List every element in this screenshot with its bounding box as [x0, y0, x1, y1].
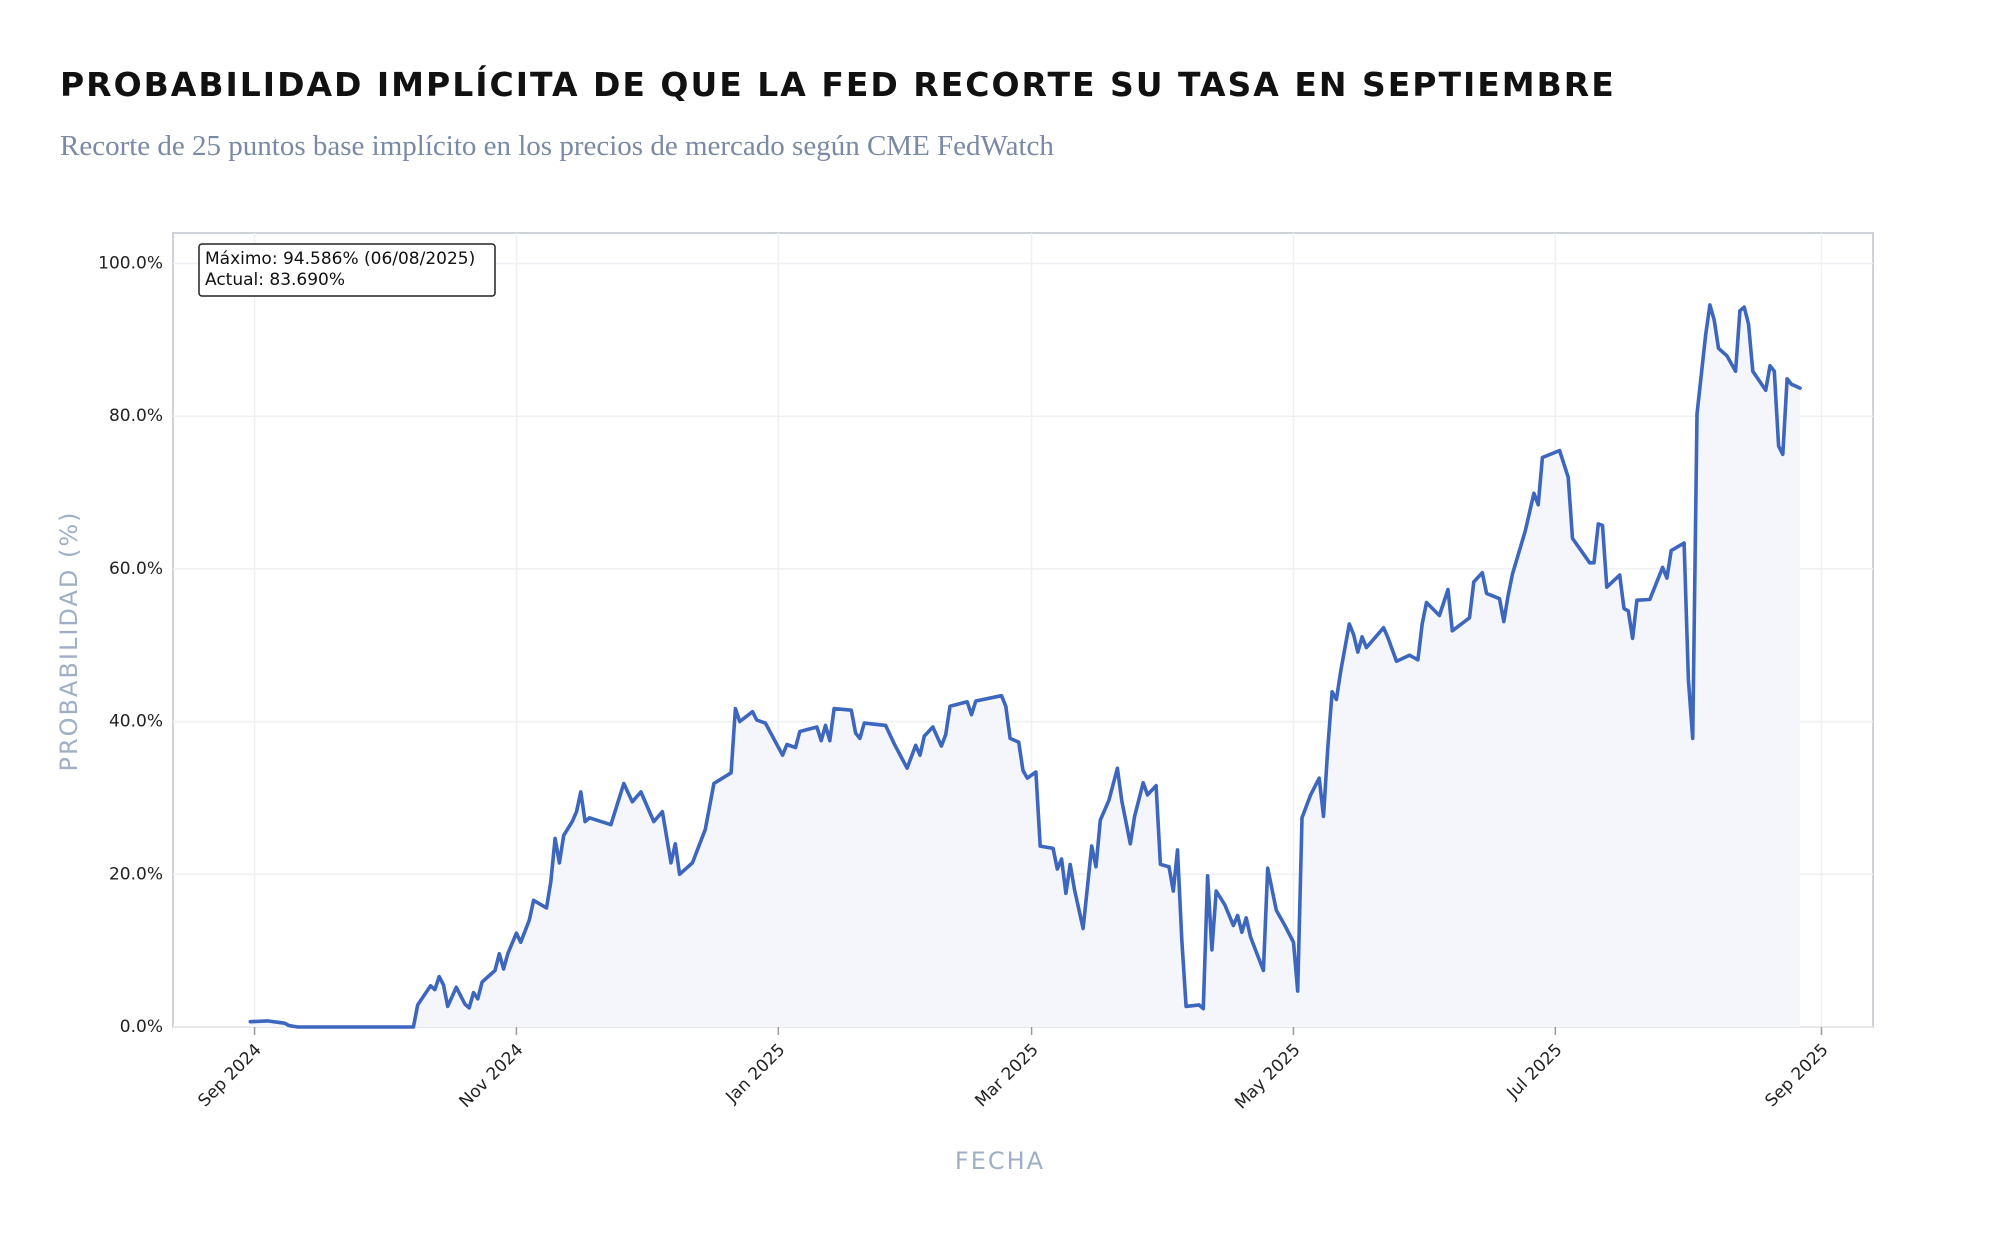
x-tick-label: May 2025 — [1231, 1040, 1304, 1113]
x-tick-label: Jan 2025 — [722, 1040, 790, 1108]
x-tick-label: Mar 2025 — [971, 1040, 1042, 1111]
annotation: Máximo: 94.586% (06/08/2025) — [205, 249, 475, 269]
y-tick-label: 60.0% — [109, 559, 163, 579]
x-tick-label: Jul 2025 — [1503, 1040, 1567, 1104]
y-tick-label: 0.0% — [120, 1017, 163, 1037]
y-tick-label: 100.0% — [98, 254, 163, 274]
x-tick-label: Sep 2025 — [1761, 1040, 1832, 1111]
line — [248, 303, 1802, 1029]
annotation: Actual: 83.690% — [205, 270, 345, 290]
x-tick-label: Nov 2024 — [455, 1040, 527, 1112]
annotation-box — [198, 243, 496, 297]
y-tick-label: 80.0% — [109, 406, 163, 426]
x-tick-label: Sep 2024 — [194, 1040, 265, 1111]
y-tick-label: 40.0% — [109, 712, 163, 732]
chart-title: PROBABILIDAD IMPLÍCITA DE QUE LA FED REC… — [60, 64, 1616, 104]
area-fill — [250, 304, 1800, 1027]
y-axis-title: PROBABILIDAD (%) — [55, 510, 83, 771]
x-axis-title: FECHA — [955, 1147, 1045, 1175]
plot — [248, 303, 1802, 1029]
y-tick-label: 20.0% — [109, 864, 163, 884]
chart-subtitle: Recorte de 25 puntos base implícito en l… — [60, 130, 1054, 162]
